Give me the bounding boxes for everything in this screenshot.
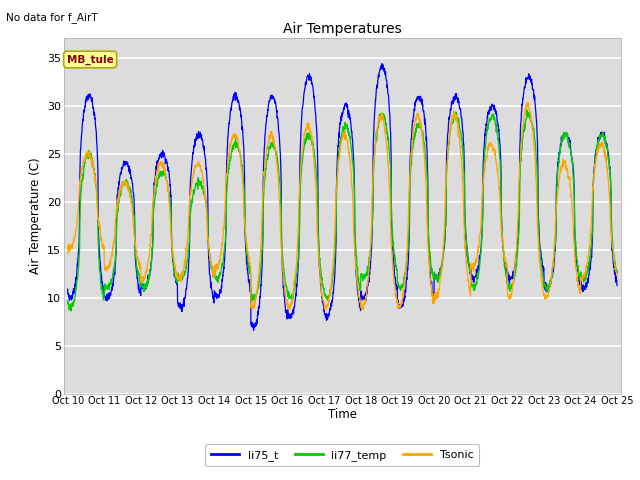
li75_t — [358, 295, 366, 300]
li75_t — [613, 283, 621, 288]
Tsonic — [580, 273, 588, 279]
Tsonic — [359, 307, 367, 312]
Tsonic — [502, 264, 510, 269]
Text: MB_tule: MB_tule — [67, 54, 113, 65]
Tsonic — [358, 306, 366, 312]
Tsonic — [613, 273, 621, 279]
Title: Air Temperatures: Air Temperatures — [283, 22, 402, 36]
Tsonic — [524, 99, 532, 105]
Tsonic — [371, 155, 378, 161]
li77_temp — [218, 267, 225, 273]
Tsonic — [64, 246, 72, 252]
li77_temp — [613, 268, 621, 274]
Tsonic — [217, 250, 225, 255]
li75_t — [565, 135, 573, 141]
li77_temp — [371, 153, 378, 158]
X-axis label: Time: Time — [328, 408, 357, 421]
li77_temp — [580, 276, 588, 282]
Line: li77_temp: li77_temp — [68, 110, 617, 311]
Line: Tsonic: Tsonic — [68, 102, 617, 310]
li75_t — [502, 266, 510, 272]
li77_temp — [502, 274, 510, 279]
li77_temp — [358, 274, 366, 279]
Text: No data for f_AirT: No data for f_AirT — [6, 12, 98, 23]
li77_temp — [67, 308, 75, 314]
li75_t — [580, 285, 588, 290]
li75_t — [250, 327, 257, 333]
li77_temp — [64, 298, 72, 303]
li75_t — [371, 115, 378, 120]
li77_temp — [565, 144, 573, 150]
li77_temp — [524, 107, 531, 113]
li75_t — [64, 286, 72, 292]
Line: li75_t: li75_t — [68, 64, 617, 330]
li75_t — [217, 290, 225, 296]
Y-axis label: Air Temperature (C): Air Temperature (C) — [29, 158, 42, 274]
Tsonic — [565, 176, 573, 181]
Legend: li75_t, li77_temp, Tsonic: li75_t, li77_temp, Tsonic — [205, 444, 479, 466]
li75_t — [378, 61, 386, 67]
